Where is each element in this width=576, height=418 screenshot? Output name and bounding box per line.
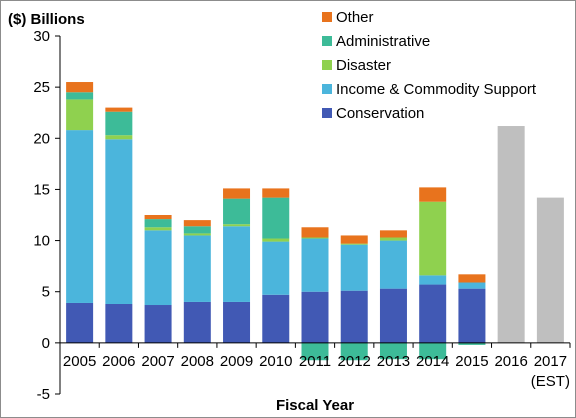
bar-income-commodity-support-2013 <box>379 240 407 289</box>
bar-conservation-2006 <box>105 303 133 343</box>
y-axis-label: ($) Billions <box>8 11 85 28</box>
x-tick-label-2012: 2012 <box>338 353 371 370</box>
bar-other-2012 <box>340 235 368 244</box>
x-tick-label-2005: 2005 <box>63 353 96 370</box>
bar-income-commodity-support-2009 <box>223 226 251 302</box>
legend-swatch-administrative <box>322 36 332 46</box>
legend-swatch-income-commodity-support <box>322 84 332 94</box>
legend-label-conservation: Conservation <box>336 105 424 122</box>
y-tick-label: 5 <box>42 284 50 301</box>
bar-disaster-2005 <box>66 99 94 131</box>
bar-other-2008 <box>183 220 211 227</box>
y-tick-label: 30 <box>33 28 50 45</box>
axes-layer: -5 0 5 10 15 20 25 30 2005 2006 2007 2008 2009 2010 20… <box>33 28 571 403</box>
y-tick-label: 15 <box>33 181 50 198</box>
bar-conservation-2011 <box>301 291 329 343</box>
bar-other-2005 <box>66 82 94 93</box>
bar-other-2011 <box>301 227 329 238</box>
bar-conservation-2014 <box>419 284 447 343</box>
legend-swatch-other <box>322 12 332 22</box>
bar-total-2016 <box>497 126 525 343</box>
legend-swatch-disaster <box>322 60 332 70</box>
bar-total-2017 <box>536 197 564 343</box>
bar-conservation-2007 <box>144 305 172 343</box>
x-tick-label-2009: 2009 <box>220 353 253 370</box>
bar-administrative-2007 <box>144 219 172 228</box>
bar-administrative-2015 <box>458 342 486 345</box>
bar-income-commodity-support-2010 <box>262 241 290 295</box>
bar-income-commodity-support-2005 <box>66 130 94 303</box>
bar-other-2009 <box>223 188 251 199</box>
bar-income-commodity-support-2008 <box>183 235 211 302</box>
legend-label-income-commodity-support: Income & Commodity Support <box>336 81 537 98</box>
bar-disaster-2007 <box>144 227 172 231</box>
bar-conservation-2013 <box>379 288 407 343</box>
bar-other-2014 <box>419 187 447 202</box>
bar-income-commodity-support-2012 <box>340 244 368 291</box>
bar-income-commodity-support-2011 <box>301 238 329 292</box>
bar-conservation-2008 <box>183 301 211 343</box>
x-tick-label-2010: 2010 <box>259 353 292 370</box>
bar-income-commodity-support-2014 <box>419 275 447 285</box>
y-tick-label: 0 <box>42 335 50 352</box>
bar-disaster-2012 <box>340 243 368 245</box>
legend: Other Administrative Disaster Income & Comm… <box>322 9 537 122</box>
legend-label-administrative: Administrative <box>336 33 430 50</box>
x-tick-sublabel-2017: (EST) <box>531 373 570 390</box>
x-axis-label: Fiscal Year <box>276 397 354 414</box>
bar-conservation-2010 <box>262 294 290 343</box>
bar-income-commodity-support-2007 <box>144 230 172 306</box>
bar-administrative-2010 <box>262 197 290 239</box>
y-tick-label: 10 <box>33 233 50 250</box>
bar-administrative-2013 <box>379 342 407 360</box>
bar-disaster-2008 <box>183 233 211 236</box>
bar-disaster-2014 <box>419 201 447 276</box>
bar-administrative-2014 <box>419 342 447 360</box>
bar-conservation-2009 <box>223 301 251 343</box>
bar-administrative-2005 <box>66 92 94 100</box>
bar-income-commodity-support-2015 <box>458 282 486 289</box>
bar-other-2013 <box>379 230 407 238</box>
bar-disaster-2009 <box>223 224 251 227</box>
bar-disaster-2010 <box>262 238 290 242</box>
bar-conservation-2005 <box>66 302 94 343</box>
x-tick-label-2006: 2006 <box>102 353 135 370</box>
x-tick-label-2017: 2017 <box>534 353 567 370</box>
bar-administrative-2006 <box>105 111 133 136</box>
bar-conservation-2015 <box>458 288 486 343</box>
bar-other-2007 <box>144 215 172 220</box>
bar-administrative-2008 <box>183 226 211 234</box>
bar-other-2006 <box>105 107 133 112</box>
x-tick-label-2008: 2008 <box>181 353 214 370</box>
bar-disaster-2006 <box>105 135 133 140</box>
x-tick-label-2013: 2013 <box>377 353 410 370</box>
x-tick-label-2015: 2015 <box>455 353 488 370</box>
y-tick-label: 20 <box>33 130 50 147</box>
x-tick-label-2011: 2011 <box>299 353 331 370</box>
y-tick-label: 25 <box>33 79 50 96</box>
bar-other-2010 <box>262 188 290 198</box>
legend-label-other: Other <box>336 9 374 26</box>
bar-administrative-2009 <box>223 198 251 225</box>
y-tick-label: -5 <box>37 386 50 403</box>
bars-layer <box>66 82 564 361</box>
bar-income-commodity-support-2006 <box>105 139 133 304</box>
x-tick-label-2007: 2007 <box>141 353 174 370</box>
x-tick-label-2014: 2014 <box>416 353 449 370</box>
x-tick-label-2016: 2016 <box>494 353 527 370</box>
bar-other-2015 <box>458 274 486 283</box>
bar-disaster-2011 <box>301 237 329 239</box>
bar-disaster-2013 <box>379 237 407 241</box>
bar-administrative-2011 <box>301 342 329 361</box>
legend-swatch-conservation <box>322 108 332 118</box>
bar-administrative-2012 <box>340 342 368 361</box>
legend-label-disaster: Disaster <box>336 57 391 74</box>
bar-conservation-2012 <box>340 290 368 343</box>
